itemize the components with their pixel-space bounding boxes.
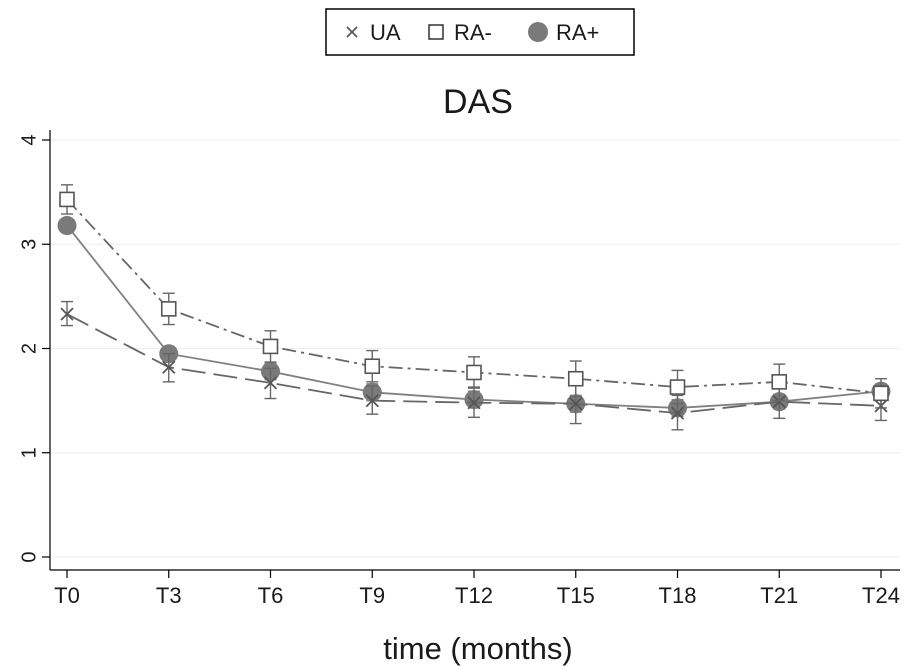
series-UA xyxy=(60,300,888,431)
x-tick-label: T0 xyxy=(54,583,80,608)
x-marker xyxy=(569,397,583,411)
x-marker xyxy=(365,393,379,408)
y-tick-label: 3 xyxy=(18,239,40,250)
x-tick-label: T24 xyxy=(862,583,900,608)
legend-square-marker xyxy=(428,24,444,40)
x-tick-label: T9 xyxy=(359,583,385,608)
square-marker xyxy=(669,379,686,395)
x-marker xyxy=(263,376,278,390)
legend-box xyxy=(325,8,635,56)
legend-item-RA-: RA- xyxy=(428,20,492,45)
series-RA- xyxy=(59,184,889,409)
x-marker-stroke xyxy=(263,376,278,390)
grid xyxy=(52,139,900,558)
ticks: 0 1 2 3 4 T0 T3 T6 T9 T12 T15 T18 T21 T24 xyxy=(18,134,900,608)
y-tick-label: 0 xyxy=(18,551,40,562)
circle-marker xyxy=(57,215,77,235)
x-tick-label: T12 xyxy=(455,583,493,608)
x-marker-stroke xyxy=(60,307,74,321)
x-tick-label: T15 xyxy=(557,583,595,608)
square-marker xyxy=(59,191,75,208)
legend-item-RA+: RA+ xyxy=(528,20,599,45)
x-tick-label: T21 xyxy=(760,583,798,608)
legend-label: RA- xyxy=(454,20,492,45)
legend: UA RA- RA+ xyxy=(325,8,635,56)
x-marker-stroke xyxy=(467,396,481,410)
series xyxy=(57,184,891,431)
y-tick-label: 2 xyxy=(18,343,40,354)
x-marker-stroke xyxy=(365,393,379,408)
square-marker xyxy=(567,370,584,387)
x-marker-stroke xyxy=(162,360,176,374)
x-marker xyxy=(162,360,176,374)
legend-label: UA xyxy=(370,20,401,45)
x-tick-label: T18 xyxy=(659,583,697,608)
x-marker xyxy=(60,307,74,321)
x-marker-stroke xyxy=(772,395,786,409)
legend-label: RA+ xyxy=(556,20,599,45)
legend-circle-marker xyxy=(528,22,548,42)
square-marker xyxy=(771,374,788,390)
square-marker xyxy=(873,385,889,402)
x-marker xyxy=(670,406,685,420)
square-marker xyxy=(364,358,381,375)
square-marker xyxy=(262,338,279,355)
x-tick-label: T6 xyxy=(258,583,284,608)
axes xyxy=(49,130,900,571)
legend-item-UA: UA xyxy=(346,20,401,45)
legend-x-marker xyxy=(346,26,358,38)
square-marker xyxy=(160,301,177,317)
y-tick-label: 1 xyxy=(18,447,40,458)
x-marker xyxy=(772,395,786,409)
chart-title: DAS xyxy=(443,83,513,121)
x-marker-stroke xyxy=(670,406,685,420)
y-tick-label: 4 xyxy=(18,134,40,145)
x-marker-stroke xyxy=(569,397,583,411)
square-marker xyxy=(466,364,482,381)
x-marker xyxy=(467,396,481,410)
x-tick-label: T3 xyxy=(156,583,182,608)
x-axis-label: time (months) xyxy=(383,631,572,666)
